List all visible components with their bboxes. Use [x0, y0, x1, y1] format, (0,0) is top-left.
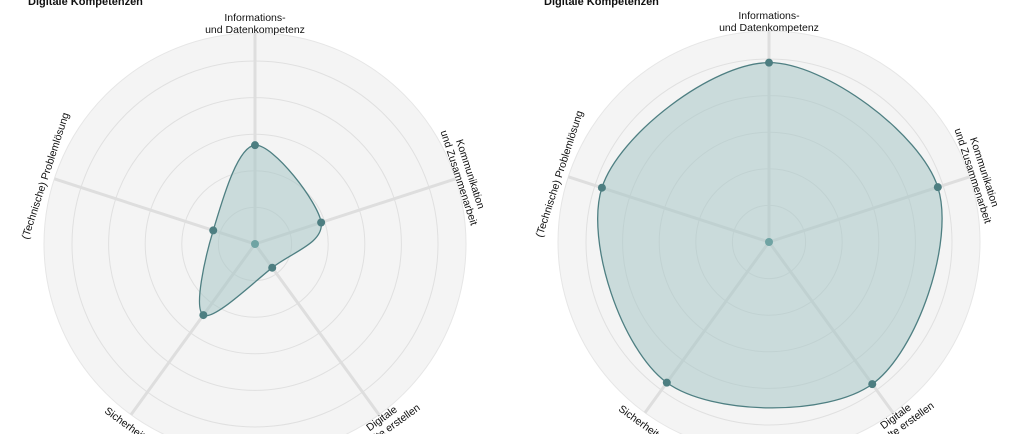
chart-title: Digitale Kompetenzen — [28, 0, 143, 8]
data-point — [662, 378, 671, 387]
data-point — [868, 380, 877, 389]
data-area — [198, 144, 322, 317]
axis-label-information: Informations-und Datenkompetenz — [719, 10, 819, 34]
axis-label-line: Informations- — [224, 12, 286, 24]
axis-label-text: Informations-und Datenkompetenz — [719, 10, 819, 34]
center-point — [251, 240, 259, 248]
axis-label-text: Informations-und Datenkompetenz — [205, 12, 305, 36]
data-point — [199, 311, 208, 320]
data-area — [597, 62, 943, 409]
radar-chart-left: Informations-und DatenkompetenzKommunika… — [20, 12, 487, 434]
data-point — [317, 218, 326, 227]
data-point — [209, 226, 218, 235]
axis-label-line: Informations- — [738, 10, 800, 22]
axis-label-information: Informations-und Datenkompetenz — [205, 12, 305, 36]
radar-chart-panel-right: Digitale Kompetenzen Informations-und Da… — [512, 0, 1024, 434]
center-point — [765, 238, 773, 246]
data-point — [268, 263, 277, 272]
chart-title: Digitale Kompetenzen — [544, 0, 659, 8]
radar-chart-panel-left: Digitale Kompetenzen Informations-und Da… — [20, 0, 487, 434]
data-point — [933, 183, 942, 192]
axis-label-line: und Datenkompetenz — [719, 22, 819, 34]
radar-chart-right: Informations-und DatenkompetenzKommunika… — [534, 10, 1001, 434]
data-point — [251, 141, 259, 150]
axis-label-line: und Datenkompetenz — [205, 24, 305, 36]
data-point — [765, 58, 773, 67]
axis-spoke — [253, 243, 381, 416]
data-point — [597, 183, 606, 192]
